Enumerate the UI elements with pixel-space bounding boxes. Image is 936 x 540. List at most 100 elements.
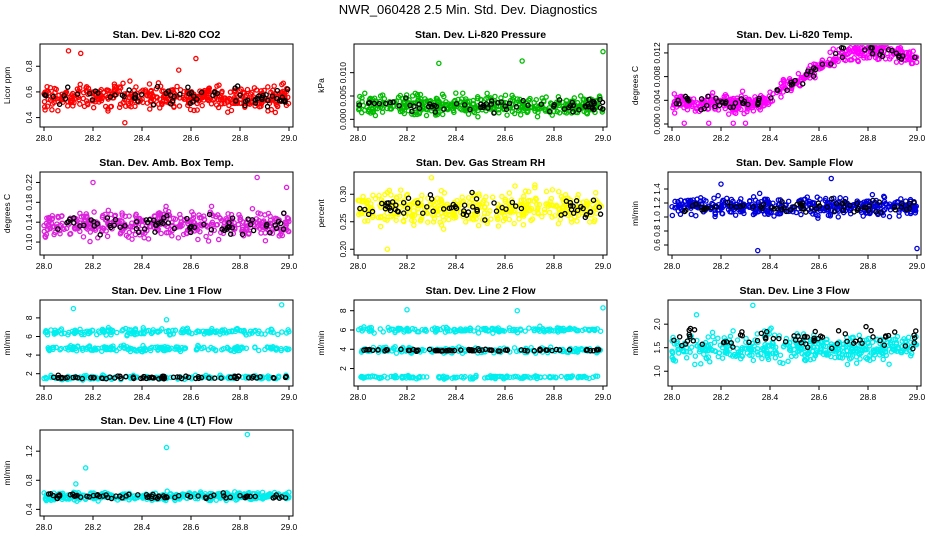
data-point (583, 109, 590, 116)
x-tick-label: 28.4 (134, 261, 151, 271)
black-data-point (131, 95, 138, 101)
black-data-point (404, 205, 411, 212)
data-point (556, 99, 562, 105)
data-point (41, 98, 48, 105)
x-tick-label: 28.2 (399, 261, 416, 271)
data-point (886, 361, 892, 367)
y-axis-label: ml/min (2, 330, 12, 355)
data-point (58, 213, 65, 220)
data-point (532, 195, 539, 201)
black-data-point (153, 222, 160, 229)
data-point (434, 195, 441, 201)
panel-4: Stan. Dev. Amb. Box Temp.degrees C28.0 28… (2, 157, 298, 271)
data-point (793, 209, 800, 216)
black-data-point (870, 334, 876, 340)
data-point (424, 219, 431, 225)
black-data-point (698, 96, 705, 102)
data-point (558, 373, 565, 380)
data-point (154, 95, 160, 101)
black-data-point (546, 108, 553, 115)
data-point (836, 350, 842, 356)
black-data-point (839, 200, 846, 207)
black-data-point (190, 93, 197, 99)
black-data-point (126, 87, 132, 93)
black-data-point (808, 205, 815, 212)
data-point (849, 334, 855, 341)
data-point (148, 87, 154, 94)
black-data-point (142, 226, 148, 232)
data-point (434, 98, 440, 104)
data-point (582, 326, 588, 332)
black-data-point (250, 227, 257, 234)
black-data-point (428, 103, 435, 110)
black-data-point (461, 102, 468, 108)
data-point (882, 349, 889, 355)
data-point (378, 213, 384, 220)
data-point (42, 234, 49, 240)
black-data-point (165, 220, 172, 226)
data-point (438, 187, 445, 194)
data-point (145, 236, 152, 242)
data-point (274, 103, 281, 110)
data-point (706, 359, 713, 365)
data-point (252, 344, 258, 350)
data-point (393, 194, 400, 201)
black-data-point (851, 209, 857, 215)
data-point (400, 104, 407, 111)
data-point (438, 222, 445, 228)
data-point (471, 328, 477, 334)
data-point (759, 355, 765, 362)
data-point (215, 104, 222, 111)
data-point (715, 335, 721, 342)
black-data-point (842, 331, 849, 337)
x-tick-label: 28.2 (713, 261, 730, 271)
plot-frame (353, 43, 608, 128)
x-tick-label: 29.0 (595, 392, 612, 402)
data-point (262, 237, 269, 244)
data-point (147, 106, 153, 112)
data-point (255, 347, 262, 354)
x-tick-label: 28.0 (350, 133, 367, 143)
y-tick-label: 2 (338, 366, 348, 371)
data-point (597, 94, 603, 101)
black-data-point (788, 79, 794, 86)
data-point (549, 112, 556, 118)
data-point (409, 211, 416, 218)
data-point (175, 235, 182, 241)
data-point (458, 96, 465, 102)
data-point (41, 104, 48, 110)
black-data-point (562, 210, 568, 217)
data-point (864, 55, 870, 61)
data-point (599, 109, 606, 115)
black-data-point (86, 90, 93, 97)
data-point (511, 345, 518, 351)
black-data-point (582, 214, 589, 221)
black-data-point (56, 101, 63, 108)
outlier-point (519, 58, 525, 64)
data-point (537, 106, 543, 112)
data-point (393, 217, 399, 223)
data-point (575, 191, 581, 198)
data-point (780, 78, 787, 84)
data-point (710, 334, 716, 340)
data-point (105, 207, 112, 214)
data-point (475, 330, 482, 336)
data-point (479, 217, 486, 223)
data-point (578, 93, 584, 99)
black-data-point (135, 98, 141, 104)
data-point (77, 85, 83, 92)
x-tick-label: 28.0 (664, 392, 681, 402)
black-data-point (525, 102, 531, 108)
data-point (357, 93, 363, 100)
black-data-point (432, 109, 439, 115)
x-tick-label: 28.6 (183, 392, 200, 402)
y-axis-label: Licor ppm (2, 67, 12, 104)
data-point (116, 84, 123, 90)
data-point (157, 211, 164, 217)
data-point (197, 97, 203, 103)
black-data-point (252, 97, 258, 103)
outlier-point (681, 120, 688, 126)
plot-frame (353, 171, 608, 256)
data-point (523, 210, 529, 216)
